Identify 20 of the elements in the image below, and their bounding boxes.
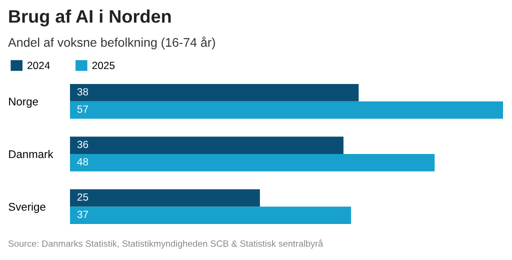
data-label: 25 — [77, 193, 88, 201]
y-tick-label: Norge — [9, 98, 38, 108]
bar — [70, 189, 260, 207]
chart-subtitle: Andel af voksne befolkning (16-74 år) — [8, 36, 215, 50]
legend-label: 2024 — [28, 62, 50, 70]
data-label: 36 — [77, 140, 88, 148]
bar — [70, 206, 352, 224]
bar — [70, 136, 344, 154]
data-label: 48 — [77, 158, 88, 166]
source-note: Source: Danmarks Statistik, Statistikmyndigheden SCB & Statistisk sentralbyrå — [8, 239, 324, 249]
bar — [70, 84, 359, 102]
chart-title: Brug af AI i Norden — [9, 10, 171, 26]
legend-label: 2025 — [92, 62, 115, 70]
data-label: 38 — [77, 88, 88, 96]
data-label: 37 — [77, 210, 88, 218]
bar — [70, 154, 435, 172]
data-label: 57 — [77, 106, 88, 113]
y-tick-label: Danmark — [9, 150, 54, 158]
y-tick-label: Sverige — [8, 202, 46, 213]
bar — [70, 101, 503, 119]
